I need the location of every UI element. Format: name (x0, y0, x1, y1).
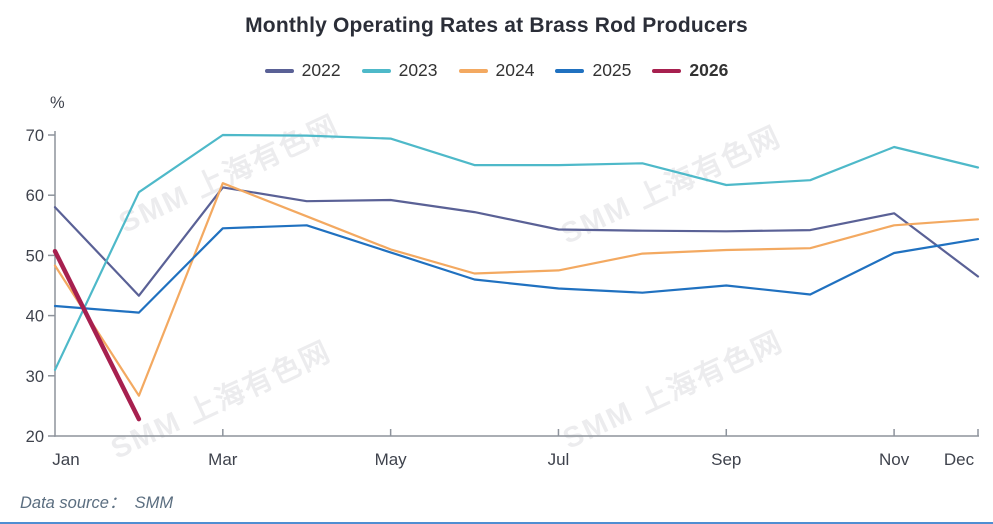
series-line-2023[interactable] (53, 133, 980, 371)
legend-swatch-2024 (458, 68, 488, 73)
legend-label-2022: 2022 (301, 60, 341, 80)
x-axis-label: Jan (52, 450, 79, 469)
x-axis-label: May (375, 450, 408, 469)
legend-swatch-2026 (652, 68, 682, 73)
legend-label-2023: 2023 (398, 60, 438, 80)
x-axis-label: Nov (879, 450, 910, 469)
legend-item-2023[interactable]: 2023 (361, 60, 438, 81)
legend: 2022 2023 2024 2025 2026 (0, 60, 993, 81)
x-axis-label: Dec (944, 450, 975, 469)
legend-swatch-2025 (555, 68, 585, 73)
chart-title: Monthly Operating Rates at Brass Rod Pro… (245, 14, 748, 37)
y-axis-tick-label: 60 (26, 187, 44, 205)
y-axis-tick-label: 20 (26, 428, 44, 446)
data-source-note: Data source： SMM (20, 494, 174, 512)
series-line-2024[interactable] (53, 182, 980, 397)
y-axis-tick-label: 40 (26, 308, 44, 326)
legend-swatch-2023 (361, 68, 391, 73)
legend-label-2026: 2026 (689, 60, 729, 80)
y-axis-tick-label: 50 (26, 247, 44, 265)
legend-item-2026[interactable]: 2026 (652, 60, 728, 81)
card-bottom-border (0, 522, 993, 524)
y-axis-tick-label: 30 (26, 368, 44, 386)
series-line-2022[interactable] (53, 186, 980, 297)
legend-label-2025: 2025 (592, 60, 632, 80)
legend-swatch-2022 (264, 68, 294, 73)
legend-label-2024: 2024 (495, 60, 535, 80)
legend-item-2025[interactable]: 2025 (555, 60, 631, 81)
legend-item-2024[interactable]: 2024 (458, 60, 535, 81)
x-axis-label: Jul (548, 450, 570, 469)
series-line-2025[interactable] (53, 224, 980, 314)
y-axis-tick-label: 70 (26, 127, 44, 145)
y-axis-unit-label: % (50, 94, 65, 112)
x-axis-label: Sep (711, 450, 741, 469)
series-line-2026[interactable] (52, 248, 142, 422)
legend-item-2022[interactable]: 2022 (264, 60, 341, 81)
x-axis-label: Mar (208, 450, 238, 469)
